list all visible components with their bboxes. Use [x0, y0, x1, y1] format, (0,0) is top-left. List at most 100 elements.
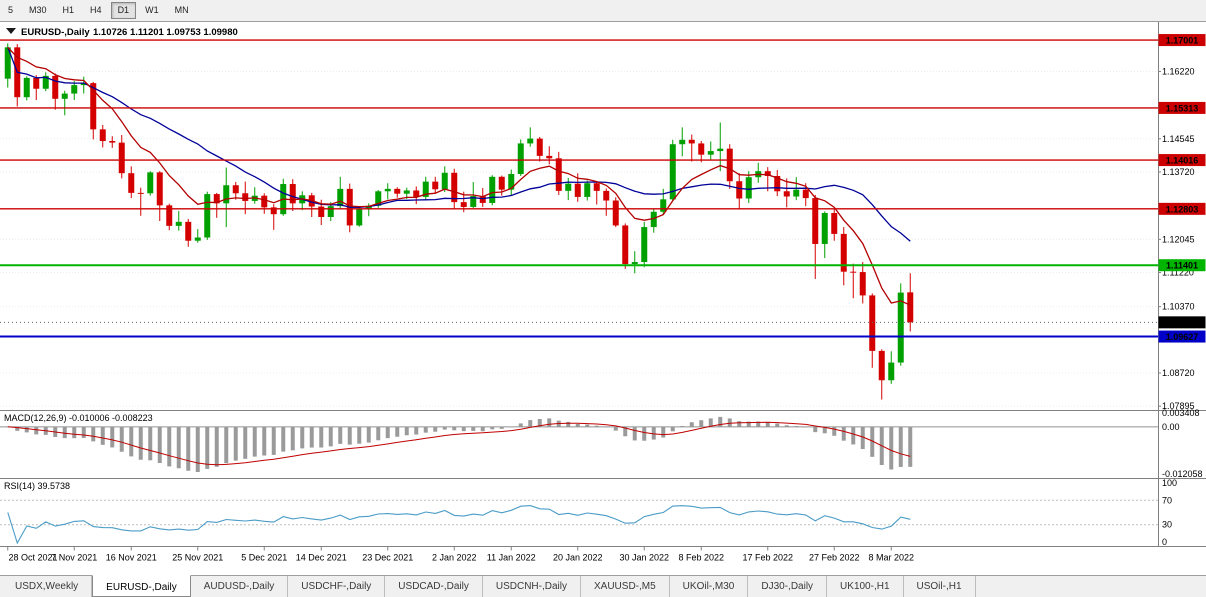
candle-body	[565, 183, 572, 191]
candle-body	[840, 233, 847, 272]
candle-body	[793, 189, 800, 197]
candle-body	[384, 188, 391, 192]
candle-body	[489, 176, 496, 203]
chart-tab-audusd-daily[interactable]: AUDUSD-,Daily	[191, 576, 289, 597]
candle-body	[71, 85, 78, 94]
candle-body	[821, 212, 828, 244]
date-axis-label: 7 Nov 2021	[51, 553, 97, 563]
price-badges: 1.17001 1.15313 1.14016 1.12803 1.11401 1.096…	[1158, 34, 1206, 343]
candle-body	[33, 77, 40, 89]
rsi-axis-label: 70	[1162, 495, 1172, 505]
timeframe-toolbar: 5 M30 H1 H4 D1 W1 MN	[0, 0, 1206, 22]
chart-area: 1.16220 1.14545 1.13720 1.12045 1.11220 1.103…	[0, 22, 1206, 575]
candle-body	[641, 227, 648, 263]
candle-body	[612, 200, 619, 226]
chart-tab-ukoil-m30[interactable]: UKOil-,M30	[670, 576, 749, 597]
horizontal-level-lines[interactable]	[0, 39, 1158, 338]
candle-body	[508, 173, 515, 190]
date-axis-label: 8 Feb 2022	[678, 553, 724, 563]
candle-body	[888, 362, 895, 381]
candle-body	[337, 188, 344, 207]
candle-body	[356, 208, 363, 226]
candle-body	[166, 205, 173, 226]
candle-body	[831, 212, 838, 234]
date-axis-label: 16 Nov 2021	[106, 553, 157, 563]
candle-body	[375, 191, 382, 206]
timeframe-button-d1[interactable]: D1	[110, 2, 137, 19]
candle-body	[546, 155, 553, 159]
candle-body	[536, 138, 543, 156]
candle-body	[660, 199, 667, 212]
rsi-axis-label: 30	[1162, 520, 1172, 530]
candle-body	[223, 185, 230, 204]
candle-body	[470, 196, 477, 207]
candle-body	[270, 207, 277, 215]
price-badge-label: 1.12803	[1166, 204, 1199, 214]
chart-tab-usdchf-daily[interactable]: USDCHF-,Daily	[288, 576, 386, 597]
chart-canvas[interactable]: 1.16220 1.14545 1.13720 1.12045 1.11220 1.103…	[0, 22, 1206, 575]
date-axis-label: 8 Mar 2022	[868, 553, 914, 563]
price-axis-label: 1.11220	[1162, 267, 1194, 277]
candle-body	[441, 172, 448, 190]
candle-body	[574, 183, 581, 197]
chart-tab-uk100-h1[interactable]: UK100-,H1	[827, 576, 904, 597]
ma-fast-line	[7, 46, 911, 306]
chart-tab-usdx-weekly[interactable]: USDX,Weekly	[2, 576, 93, 597]
rsi-panel	[0, 499, 1158, 545]
axis-labels: 1.16220 1.14545 1.13720 1.12045 1.11220 1.103…	[7, 66, 1203, 563]
rsi-axis-label: 100	[1162, 478, 1177, 488]
timeframe-button-h4[interactable]: H4	[90, 5, 102, 15]
candle-body	[850, 271, 857, 273]
chart-tab-usoil-h1[interactable]: USOil-,H1	[904, 576, 976, 597]
rsi-line	[7, 505, 911, 545]
candle-body	[745, 177, 752, 199]
candle-body	[261, 195, 268, 208]
timeframe-button-5[interactable]: 5	[8, 5, 14, 15]
date-axis-label: 14 Dec 2021	[296, 553, 347, 563]
date-axis-label: 27 Feb 2022	[809, 553, 860, 563]
candle-body	[204, 194, 211, 238]
candle-body	[460, 202, 467, 207]
price-badge	[1158, 316, 1206, 329]
price-badge	[1158, 101, 1206, 114]
timeframe-button-w1[interactable]: W1	[145, 5, 159, 15]
candle-body	[783, 191, 790, 197]
timeframe-button-mn[interactable]: MN	[174, 5, 189, 15]
candle-body	[907, 292, 914, 323]
candle-body	[80, 83, 87, 86]
macd-axis-label: 0.00	[1162, 422, 1180, 432]
candle-body	[764, 171, 771, 176]
chart-tab-dj30-daily[interactable]: DJ30-,Daily	[748, 576, 828, 597]
price-axis-label: 1.16220	[1162, 66, 1195, 76]
timeframe-button-h1[interactable]: H1	[62, 5, 75, 15]
candle-body	[118, 142, 125, 174]
macd-panel	[0, 416, 1158, 472]
candle-body	[365, 205, 372, 209]
price-axis-label: 1.12045	[1162, 234, 1195, 244]
chart-tab-usdcad-daily[interactable]: USDCAD-,Daily	[385, 576, 483, 597]
candle-body	[99, 129, 106, 142]
chart-tab-xauusd-m5[interactable]: XAUUSD-,M5	[581, 576, 670, 597]
chart-ohlc-values: 1.10726 1.11201 1.09753 1.09980	[93, 27, 238, 38]
macd-signal-line	[7, 421, 911, 466]
price-badge-label: 1.15313	[1166, 103, 1199, 113]
timeframe-button-m30[interactable]: M30	[29, 5, 47, 15]
candle-body	[517, 143, 524, 174]
chart-tab-usdcnh-daily[interactable]: USDCNH-,Daily	[483, 576, 581, 597]
date-axis-label: 25 Nov 2021	[172, 553, 223, 563]
macd-axis-label: -0.012058	[1162, 469, 1203, 479]
candle-body	[4, 47, 11, 79]
candle-body	[622, 225, 629, 265]
candle-body	[812, 198, 819, 244]
price-axis-label: 1.14545	[1162, 134, 1195, 144]
candle-body	[698, 143, 705, 155]
candle-body	[194, 237, 201, 241]
price-badge-label: 1.09627	[1166, 332, 1199, 342]
chart-tab-eurusd-daily[interactable]: EURUSD-,Daily	[92, 575, 191, 597]
one-click-trading-collapse-icon[interactable]	[6, 28, 16, 34]
macd-axis-label: 0.003408	[1162, 408, 1200, 418]
price-badge	[1158, 202, 1206, 215]
date-axis-label: 17 Feb 2022	[742, 553, 793, 563]
candle-body	[717, 148, 724, 152]
